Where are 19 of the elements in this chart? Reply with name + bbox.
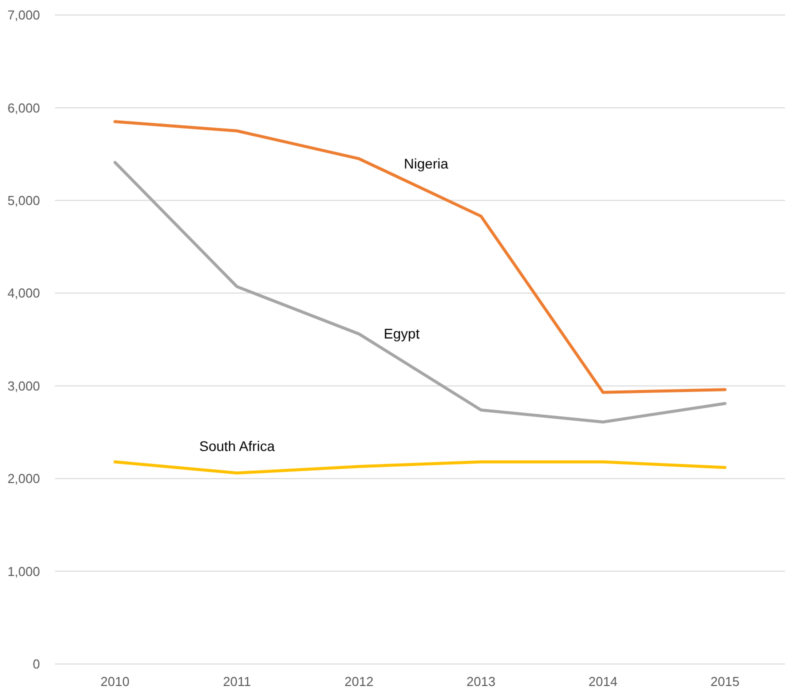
y-tick-label: 0 <box>32 656 40 672</box>
y-tick-label: 3,000 <box>7 378 40 394</box>
series-label: South Africa <box>199 438 275 454</box>
x-tick-label: 2015 <box>710 674 740 689</box>
y-tick-label: 2,000 <box>7 471 40 486</box>
x-tick-label: 2011 <box>223 674 251 689</box>
series-label: Egypt <box>384 326 420 342</box>
line-series <box>114 120 726 394</box>
y-tick-label: 6,000 <box>7 100 40 116</box>
y-tick-label: 5,000 <box>7 192 40 208</box>
y-tick-label: 7,000 <box>7 8 40 23</box>
x-tick-label: 2012 <box>344 674 374 689</box>
x-tick-label: 2010 <box>100 674 130 689</box>
y-tick-label: 4,000 <box>7 286 40 301</box>
line-series <box>114 460 726 475</box>
x-tick-label: 2013 <box>466 674 496 689</box>
x-tick-label: 2014 <box>588 674 618 689</box>
y-tick-label: 1,000 <box>7 564 40 579</box>
series-label: Nigeria <box>404 155 448 172</box>
